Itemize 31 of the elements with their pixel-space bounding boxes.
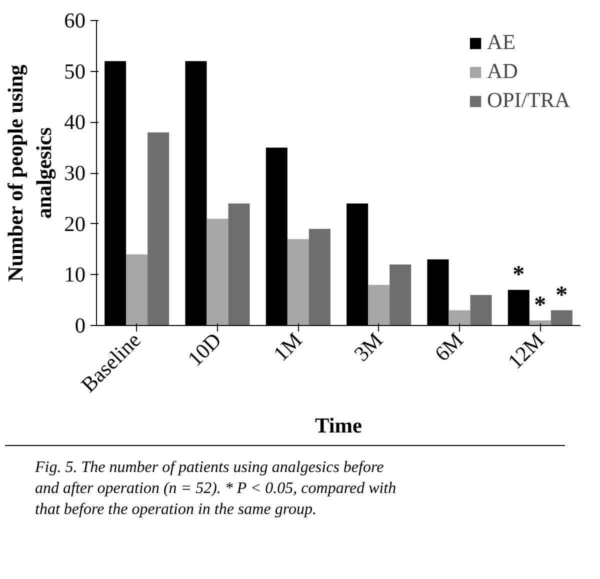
bar: [228, 204, 250, 326]
x-tick-label: 1M: [268, 328, 307, 366]
y-tick-label: 0: [74, 314, 86, 338]
legend-label: AE: [487, 30, 516, 55]
x-tick-label: 10D: [183, 328, 226, 371]
bar: [148, 132, 170, 326]
x-tick-label: 3M: [349, 328, 388, 366]
legend-label: AD: [487, 59, 518, 84]
y-axis-title: Number of people using analgesics: [3, 64, 56, 282]
data-label: *: [534, 292, 546, 318]
caption: Fig. 5. The number of patients using analgesics before and after operation (n = 52). * P < 0.05, compared with that before the operation in the same group.: [35, 458, 396, 520]
bar: [368, 284, 390, 326]
bar: [550, 310, 572, 326]
x-axis-title: Time: [315, 413, 362, 438]
legend-label: OPI/TRA: [487, 88, 570, 113]
y-tick-label: 30: [64, 161, 86, 185]
y-tick-label: 10: [64, 262, 86, 287]
bar: [448, 310, 470, 326]
y-tick-label: 20: [64, 212, 86, 236]
data-label: *: [556, 282, 568, 308]
bar: [470, 295, 492, 326]
y-tick-label: 60: [64, 8, 86, 32]
bar: [308, 228, 330, 326]
y-tick-label: 50: [64, 59, 86, 84]
bar: [390, 264, 412, 326]
bar: [206, 218, 228, 326]
y-tick-label: 40: [64, 110, 86, 134]
x-tick-label: 6M: [430, 328, 468, 366]
bar: [287, 239, 309, 326]
data-label: *: [512, 262, 525, 288]
bar: [126, 254, 148, 326]
